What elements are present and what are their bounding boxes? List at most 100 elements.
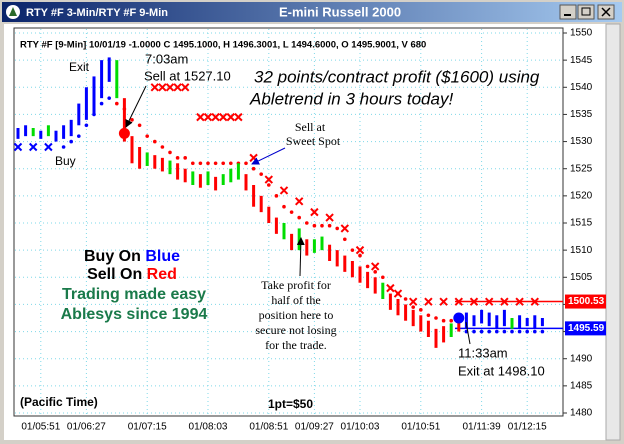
x-marker — [173, 83, 182, 92]
stop-dot — [373, 270, 378, 274]
signal-marker — [453, 312, 465, 324]
info-line: RTY #F [9-Min] 10/01/19 -1.0000 C 1495.1… — [20, 40, 426, 51]
chart-title: E-mini Russell 2000 — [279, 4, 401, 19]
y-tick-label: 1520 — [570, 190, 593, 201]
stop-dot — [434, 316, 438, 320]
price-bar — [282, 223, 286, 240]
price-bar — [100, 60, 104, 99]
annotation: Buy On Blue — [84, 248, 180, 265]
stop-dot — [343, 237, 347, 242]
price-bar — [229, 168, 233, 183]
annotation: 11:33am — [458, 345, 508, 360]
price-bar — [206, 171, 210, 185]
price-bar — [320, 236, 324, 251]
chart-panel — [4, 24, 606, 440]
stop-dot — [267, 183, 271, 187]
price-bar — [92, 76, 96, 115]
x-marker — [393, 289, 403, 298]
price-bar — [518, 315, 522, 329]
stop-dot — [449, 318, 454, 323]
stop-dot — [84, 123, 89, 128]
price-bar — [540, 318, 544, 327]
price-bar — [366, 271, 370, 289]
price-bar — [160, 157, 164, 172]
x-tick-label: 01/12:15 — [508, 422, 547, 433]
stop-dot — [525, 329, 529, 334]
x-tick-label: 01/11:39 — [463, 422, 502, 433]
x-marker — [325, 213, 334, 222]
x-marker — [158, 83, 167, 92]
stop-dot — [137, 123, 142, 128]
arrow — [125, 85, 147, 128]
price-bar — [373, 277, 377, 294]
price-bar — [457, 320, 461, 332]
window-buttons[interactable] — [559, 4, 615, 20]
price-bar — [39, 130, 43, 139]
x-marker — [211, 112, 220, 122]
price-bar — [252, 185, 256, 207]
x-marker — [408, 297, 418, 306]
price-bar — [404, 304, 408, 321]
price-bar — [267, 206, 271, 223]
y-tick-label: 1490 — [570, 353, 593, 364]
price-bar — [335, 250, 339, 267]
annotation: Sell at — [295, 120, 326, 134]
price-bar — [510, 318, 514, 329]
price-bar — [62, 125, 66, 139]
price-label-box — [565, 294, 606, 309]
x-marker — [340, 224, 350, 233]
stop-dot — [358, 253, 362, 258]
price-bar — [145, 152, 149, 166]
price-bar — [198, 174, 202, 188]
stop-dot — [168, 150, 172, 155]
stop-dot — [297, 215, 302, 220]
stop-dot — [69, 139, 73, 144]
annotation: Sell at 1527.10 — [144, 68, 231, 83]
price-bar — [328, 244, 332, 261]
price-bar — [312, 239, 316, 253]
stop-dot — [130, 118, 134, 122]
x-tick-label: 01/06:27 — [67, 422, 106, 433]
price-bar — [138, 147, 142, 169]
price-label: 1500.53 — [568, 296, 605, 307]
annotation: (Pacific Time) — [20, 395, 98, 409]
annotation: 1pt=$50 — [268, 397, 313, 411]
stop-dot — [206, 161, 210, 166]
scrollbar[interactable] — [605, 23, 621, 441]
y-tick-label: 1515 — [570, 218, 593, 229]
y-tick-label: 1480 — [570, 408, 593, 419]
annotation: position here to — [259, 308, 334, 322]
stop-dot — [213, 161, 218, 166]
price-bar — [442, 326, 446, 343]
stop-dot — [175, 156, 180, 160]
text-part: Buy On — [84, 248, 141, 265]
x-marker — [264, 175, 274, 184]
price-bar — [381, 282, 385, 299]
stop-dot — [115, 101, 119, 106]
price-bar — [77, 103, 81, 126]
stop-dot — [381, 275, 385, 280]
text-part: Red — [147, 266, 177, 283]
close-glyph — [601, 7, 611, 17]
annotation: Ablesys since 1994 — [61, 306, 208, 323]
minimize-button[interactable] — [559, 4, 577, 20]
maximize-button[interactable] — [577, 4, 595, 20]
stop-dot — [510, 329, 514, 334]
y-tick-label: 1535 — [570, 109, 593, 120]
x-marker — [203, 112, 213, 122]
x-marker — [439, 297, 448, 306]
price-bar — [115, 60, 119, 99]
stop-dot — [441, 318, 446, 323]
x-tick-label: 01/10:51 — [401, 422, 440, 433]
price-bar — [419, 315, 423, 332]
x-tick-label: 01/09:27 — [295, 422, 334, 433]
price-bar — [16, 128, 20, 139]
maximize-glyph — [581, 7, 591, 16]
price-label: 1495.59 — [568, 323, 605, 334]
price-bar — [69, 119, 73, 137]
price-bar — [176, 163, 180, 180]
price-bar — [495, 315, 499, 329]
stop-dot — [305, 221, 309, 225]
stop-dot — [153, 139, 157, 144]
price-bar — [236, 163, 240, 180]
